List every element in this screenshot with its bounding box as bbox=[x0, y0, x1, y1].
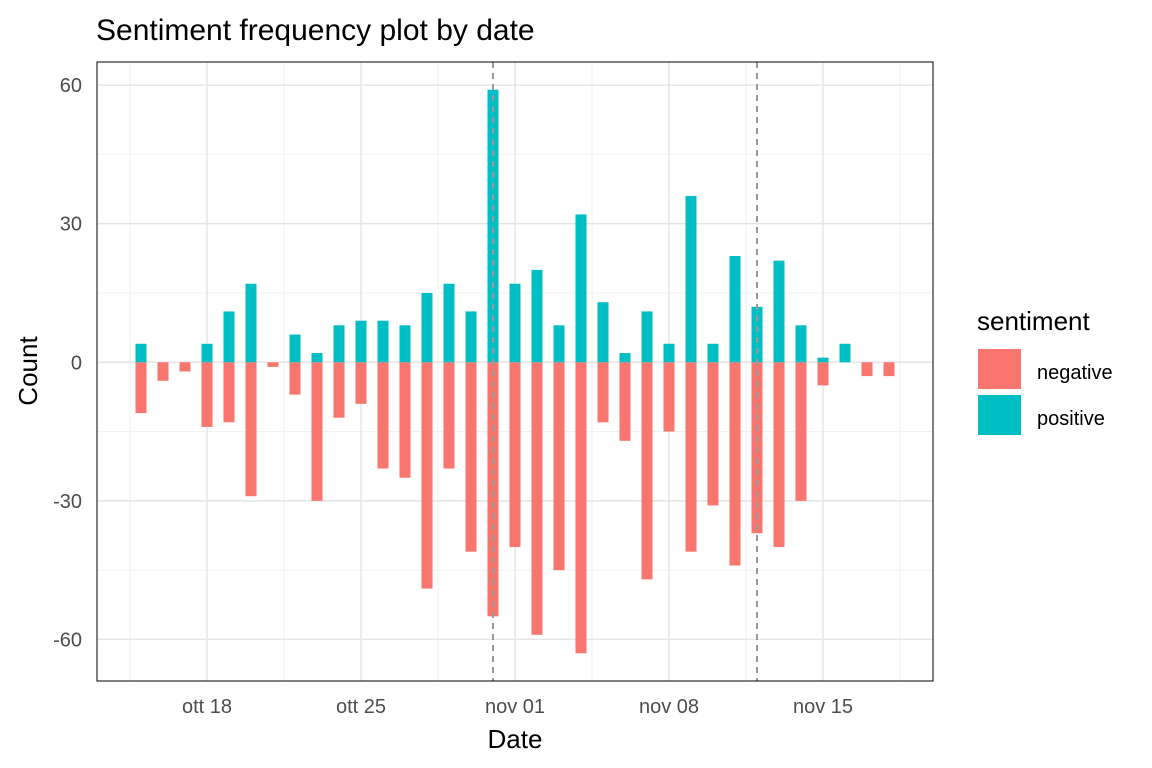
bar-positive bbox=[245, 283, 257, 363]
bar-positive bbox=[729, 256, 741, 363]
y-tick-label: 0 bbox=[71, 352, 82, 374]
bar-positive bbox=[487, 89, 499, 363]
bar-negative bbox=[179, 362, 191, 372]
bar-negative bbox=[509, 362, 521, 548]
bar-negative bbox=[289, 362, 301, 395]
bar-negative bbox=[553, 362, 565, 571]
bar-negative bbox=[355, 362, 367, 404]
chart-title: Sentiment frequency plot by date bbox=[96, 14, 535, 47]
bar-positive bbox=[773, 260, 785, 363]
bar-positive bbox=[355, 320, 367, 363]
bar-positive bbox=[421, 292, 433, 363]
y-axis-title: Count bbox=[13, 336, 43, 406]
bar-positive bbox=[619, 353, 631, 363]
bar-positive bbox=[707, 343, 719, 363]
bar-positive bbox=[311, 353, 323, 363]
bar-negative bbox=[245, 362, 257, 497]
bar-positive bbox=[795, 325, 807, 363]
bar-negative bbox=[223, 362, 235, 423]
bar-positive bbox=[575, 214, 587, 363]
legend-key-positive bbox=[978, 395, 1021, 435]
bar-negative bbox=[465, 362, 477, 552]
bar-positive bbox=[641, 311, 653, 363]
bar-positive bbox=[817, 357, 829, 363]
bar-negative bbox=[663, 362, 675, 432]
bar-positive bbox=[223, 311, 235, 363]
bar-negative bbox=[377, 362, 389, 469]
legend-key-negative bbox=[978, 349, 1021, 389]
y-tick-label: -60 bbox=[53, 629, 82, 651]
y-tick-label: 30 bbox=[60, 214, 82, 236]
bar-positive bbox=[135, 343, 147, 363]
bar-negative bbox=[575, 362, 587, 654]
legend: sentiment negative positive bbox=[977, 306, 1113, 435]
bar-positive bbox=[465, 311, 477, 363]
y-tick-label: -30 bbox=[53, 491, 82, 513]
y-tick-label: 60 bbox=[60, 75, 82, 97]
x-tick-label: ott 18 bbox=[182, 696, 232, 718]
bar-negative bbox=[333, 362, 345, 418]
legend-title: sentiment bbox=[977, 306, 1090, 336]
bar-negative bbox=[399, 362, 411, 478]
bar-negative bbox=[443, 362, 455, 469]
x-tick-label: nov 08 bbox=[639, 696, 699, 718]
x-axis-ticks: ott 18 ott 25 nov 01 nov 08 nov 15 bbox=[182, 696, 853, 718]
legend-label-positive: positive bbox=[1037, 408, 1105, 430]
bar-positive bbox=[443, 283, 455, 363]
bar-positive bbox=[399, 325, 411, 363]
x-axis-title: Date bbox=[488, 724, 543, 754]
bar-positive bbox=[663, 343, 675, 363]
bar-negative bbox=[201, 362, 213, 427]
bar-negative bbox=[487, 362, 499, 617]
bar-positive bbox=[377, 320, 389, 363]
bar-positive bbox=[333, 325, 345, 363]
bar-negative bbox=[707, 362, 719, 506]
bar-negative bbox=[773, 362, 785, 548]
bar-negative bbox=[883, 362, 895, 377]
bar-negative bbox=[597, 362, 609, 423]
bar-positive bbox=[839, 343, 851, 363]
bar-negative bbox=[157, 362, 169, 381]
legend-label-negative: negative bbox=[1037, 362, 1113, 384]
bar-negative bbox=[861, 362, 873, 377]
x-tick-label: nov 15 bbox=[793, 696, 853, 718]
bar-negative bbox=[685, 362, 697, 552]
bar-negative bbox=[729, 362, 741, 566]
bar-negative bbox=[421, 362, 433, 589]
bar-negative bbox=[135, 362, 147, 414]
bar-negative bbox=[641, 362, 653, 580]
bar-positive bbox=[289, 334, 301, 363]
bar-positive bbox=[685, 195, 697, 363]
bar-positive bbox=[751, 306, 763, 363]
bar-negative bbox=[267, 362, 279, 367]
bar-negative bbox=[619, 362, 631, 441]
bar-negative bbox=[311, 362, 323, 501]
y-axis-ticks: -60 -30 0 30 60 bbox=[53, 75, 82, 651]
bar-negative bbox=[817, 362, 829, 386]
bar-positive bbox=[531, 269, 543, 363]
panel-border bbox=[96, 61, 934, 682]
bar-positive bbox=[509, 283, 521, 363]
x-tick-label: nov 01 bbox=[485, 696, 545, 718]
bar-positive bbox=[553, 325, 565, 363]
bar-positive bbox=[597, 302, 609, 363]
bar-positive bbox=[201, 343, 213, 363]
x-tick-label: ott 25 bbox=[336, 696, 386, 718]
reference-lines bbox=[492, 62, 758, 681]
bar-negative bbox=[531, 362, 543, 635]
bar-negative bbox=[795, 362, 807, 501]
